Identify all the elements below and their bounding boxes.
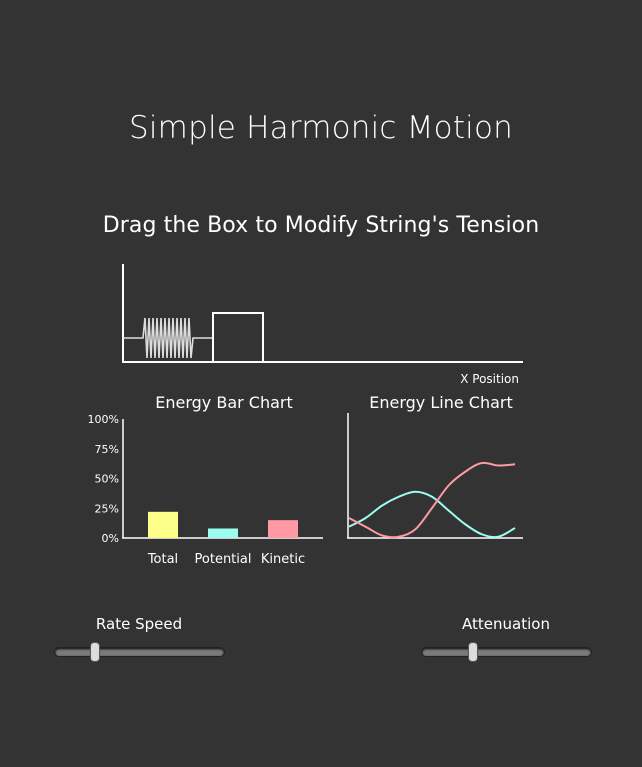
line-series-1	[348, 490, 516, 539]
attenuation-slider[interactable]	[422, 642, 591, 662]
bar-chart-tick-label: 0%	[102, 532, 119, 545]
attenuation-slider-thumb[interactable]	[468, 642, 479, 662]
rate-speed-slider[interactable]	[55, 642, 224, 662]
simulation-x-label: X Position	[460, 372, 519, 386]
energy-line-chart: Energy Line Chart	[347, 393, 523, 539]
bar-chart-tick-label: 25%	[95, 502, 119, 515]
bar-chart-tick-label: 75%	[95, 443, 119, 456]
bar-kinetic	[268, 520, 298, 538]
attenuation-label: Attenuation	[462, 615, 550, 633]
simulation-area: X Position	[122, 264, 523, 386]
bar-category-label: Potential	[195, 552, 252, 567]
draggable-box[interactable]	[212, 312, 264, 363]
rate-speed-label: Rate Speed	[95, 615, 183, 633]
bar-chart-tick-label: 50%	[95, 473, 119, 486]
bar-category-label: Total	[147, 552, 178, 567]
line-chart-title: Energy Line Chart	[369, 393, 513, 412]
bar-chart-tick-label: 100%	[88, 413, 119, 426]
bar-category-label: Kinetic	[261, 552, 305, 567]
line-series-2	[348, 461, 516, 539]
page-title: Simple Harmonic Motion	[128, 110, 514, 146]
spring	[123, 317, 213, 359]
energy-bar-chart: Energy Bar Chart 100% 75% 50% 25% 0% Total Po…	[88, 393, 323, 567]
page-subtitle: Drag the Box to Modify String's Tension	[102, 213, 540, 238]
bar-chart-title: Energy Bar Chart	[155, 393, 293, 412]
bar-total	[148, 511, 178, 538]
bar-potential	[208, 528, 238, 538]
rate-speed-slider-thumb[interactable]	[89, 642, 100, 662]
